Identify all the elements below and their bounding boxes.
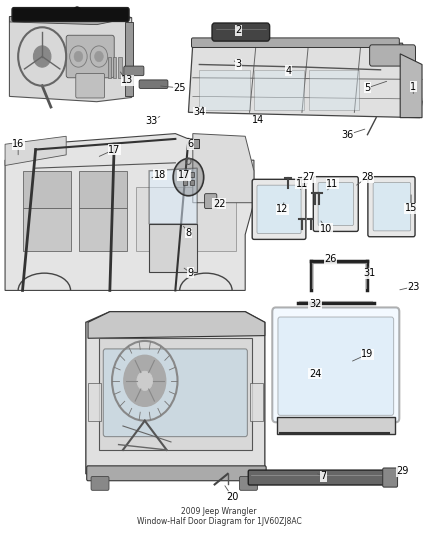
Text: 2009 Jeep Wrangler
Window-Half Door Diagram for 1JV60ZJ8AC: 2009 Jeep Wrangler Window-Half Door Diag… <box>137 506 301 526</box>
Bar <box>183 172 187 176</box>
Text: 20: 20 <box>226 491 238 502</box>
Bar <box>188 139 199 149</box>
Text: 28: 28 <box>361 172 374 182</box>
FancyBboxPatch shape <box>257 185 301 233</box>
Bar <box>250 383 263 421</box>
Circle shape <box>174 160 203 195</box>
Polygon shape <box>99 338 252 450</box>
FancyBboxPatch shape <box>368 176 415 237</box>
Bar <box>308 70 359 110</box>
Text: 14: 14 <box>252 115 265 125</box>
Text: 10: 10 <box>320 224 332 234</box>
Text: 26: 26 <box>325 254 337 263</box>
Circle shape <box>74 51 83 62</box>
Text: 24: 24 <box>309 369 321 379</box>
FancyBboxPatch shape <box>313 176 358 231</box>
Bar <box>199 70 250 110</box>
FancyBboxPatch shape <box>373 182 411 231</box>
Polygon shape <box>149 168 197 224</box>
Bar <box>277 417 395 434</box>
Text: 16: 16 <box>12 139 24 149</box>
FancyBboxPatch shape <box>91 477 109 490</box>
Polygon shape <box>193 134 254 203</box>
Text: 11: 11 <box>296 179 308 189</box>
FancyBboxPatch shape <box>191 38 399 47</box>
FancyBboxPatch shape <box>12 7 129 21</box>
Bar <box>190 180 194 184</box>
Text: 36: 36 <box>342 130 354 140</box>
Text: 17: 17 <box>178 170 190 180</box>
Text: 17: 17 <box>108 144 120 155</box>
Text: 19: 19 <box>361 349 374 359</box>
Polygon shape <box>5 136 66 165</box>
Text: 6: 6 <box>187 139 194 149</box>
FancyBboxPatch shape <box>212 23 270 41</box>
FancyBboxPatch shape <box>205 193 217 208</box>
Text: 32: 32 <box>309 298 321 309</box>
FancyBboxPatch shape <box>240 477 258 490</box>
Text: 29: 29 <box>396 466 409 476</box>
FancyBboxPatch shape <box>87 466 266 481</box>
Text: 9: 9 <box>187 268 194 278</box>
FancyBboxPatch shape <box>252 179 306 239</box>
Text: 34: 34 <box>193 107 205 117</box>
FancyBboxPatch shape <box>383 468 398 487</box>
FancyBboxPatch shape <box>248 470 386 485</box>
Text: 8: 8 <box>185 228 191 238</box>
FancyBboxPatch shape <box>66 35 114 78</box>
FancyBboxPatch shape <box>318 182 353 225</box>
Bar <box>88 383 101 421</box>
FancyBboxPatch shape <box>278 317 394 415</box>
Text: 5: 5 <box>364 83 371 93</box>
Text: 31: 31 <box>364 269 376 278</box>
FancyBboxPatch shape <box>139 80 168 88</box>
Text: 15: 15 <box>405 203 417 213</box>
FancyBboxPatch shape <box>272 308 399 422</box>
Bar <box>113 56 117 78</box>
Bar <box>136 187 237 251</box>
Bar <box>190 172 194 176</box>
FancyBboxPatch shape <box>103 349 247 437</box>
FancyBboxPatch shape <box>76 74 105 98</box>
Circle shape <box>137 371 152 390</box>
Bar <box>183 180 187 184</box>
Polygon shape <box>88 312 265 338</box>
Text: 3: 3 <box>236 60 242 69</box>
Text: 27: 27 <box>303 172 315 182</box>
Text: 2: 2 <box>236 26 242 36</box>
Bar <box>79 171 127 208</box>
Polygon shape <box>22 208 71 251</box>
Text: 23: 23 <box>407 282 420 292</box>
Polygon shape <box>10 9 132 102</box>
FancyBboxPatch shape <box>124 66 144 76</box>
Bar <box>108 56 111 78</box>
Text: 25: 25 <box>173 83 186 93</box>
Circle shape <box>95 51 103 62</box>
Bar <box>149 224 197 272</box>
Text: 11: 11 <box>326 179 339 189</box>
Polygon shape <box>86 312 265 474</box>
Text: 18: 18 <box>154 169 166 180</box>
Polygon shape <box>188 43 422 118</box>
Circle shape <box>74 7 81 15</box>
Bar <box>118 56 122 78</box>
Text: 33: 33 <box>145 116 157 126</box>
Circle shape <box>124 356 166 406</box>
Text: 12: 12 <box>276 204 289 214</box>
Bar <box>125 22 133 96</box>
Text: 1: 1 <box>410 82 417 92</box>
Text: 13: 13 <box>121 76 134 85</box>
Text: 4: 4 <box>286 66 292 76</box>
Text: 7: 7 <box>321 472 327 481</box>
Circle shape <box>33 46 51 67</box>
Polygon shape <box>400 54 422 118</box>
Polygon shape <box>79 208 127 251</box>
Text: 22: 22 <box>213 199 225 209</box>
FancyBboxPatch shape <box>370 45 416 66</box>
Polygon shape <box>10 9 132 25</box>
Polygon shape <box>5 134 254 290</box>
Bar <box>22 171 71 208</box>
Bar <box>254 70 304 110</box>
